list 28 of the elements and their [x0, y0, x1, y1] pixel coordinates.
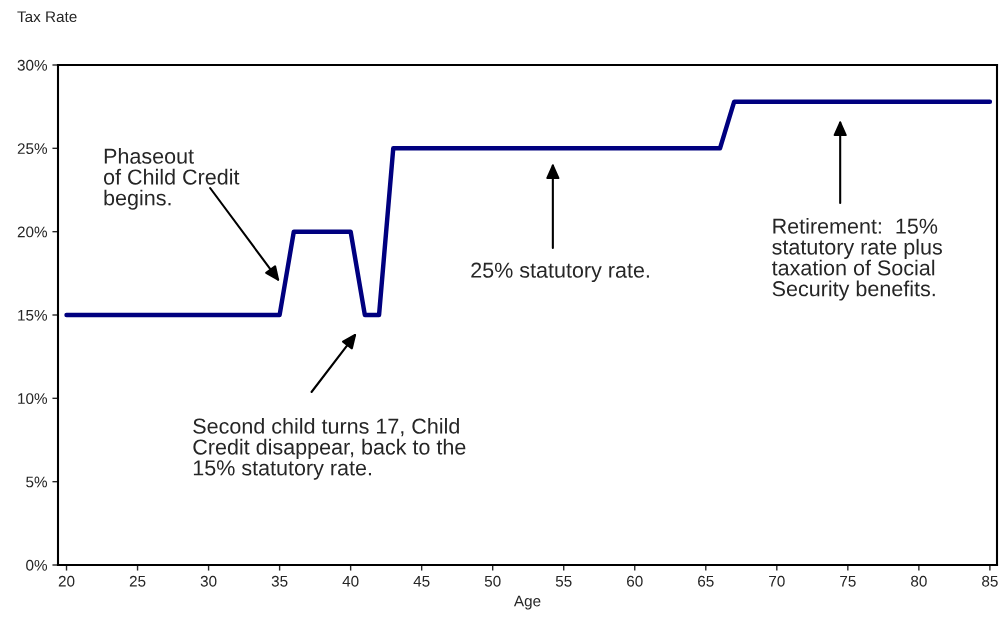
annotation: Second child turns 17, Child Credit disappear, back to the 15% statutory rate.	[193, 418, 466, 480]
x-tick-label: 85	[982, 575, 998, 587]
x-tick-label: 20	[58, 575, 75, 587]
annotation: Phaseout of Child Credit begins.	[103, 148, 240, 210]
x-tick-label: 60	[627, 575, 643, 587]
x-tick-label: 25	[129, 575, 146, 587]
x-tick-label: 70	[769, 575, 785, 587]
x-axis-title: Age	[513, 595, 541, 610]
y-tick-label: 30%	[17, 59, 48, 71]
y-axis-title: Tax Rate	[17, 11, 77, 23]
x-tick-label: 50	[484, 575, 501, 587]
y-tick-label: 15%	[18, 309, 48, 321]
x-tick-label: 80	[911, 575, 927, 587]
x-tick-label: 40	[342, 575, 359, 587]
annotation: Retirement: 15% statutory rate plus taxation of Social Security benefits.	[771, 218, 942, 301]
x-tick-label: 65	[698, 575, 714, 587]
annotation: 25% statutory rate.	[471, 262, 649, 283]
y-tick-label: 10%	[18, 393, 48, 405]
y-tick-label: 20%	[17, 226, 48, 238]
x-tick-label: 30	[200, 575, 217, 587]
x-tick-label: 35	[271, 575, 288, 587]
x-tick-label: 75	[840, 575, 856, 587]
y-tick-label: 25%	[17, 143, 48, 155]
y-tick-label: 0%	[26, 559, 48, 571]
x-tick-label: 45	[413, 575, 430, 587]
line-series	[64, 99, 993, 318]
x-tick-label: 55	[555, 575, 572, 587]
y-tick-label: 5%	[26, 476, 48, 488]
